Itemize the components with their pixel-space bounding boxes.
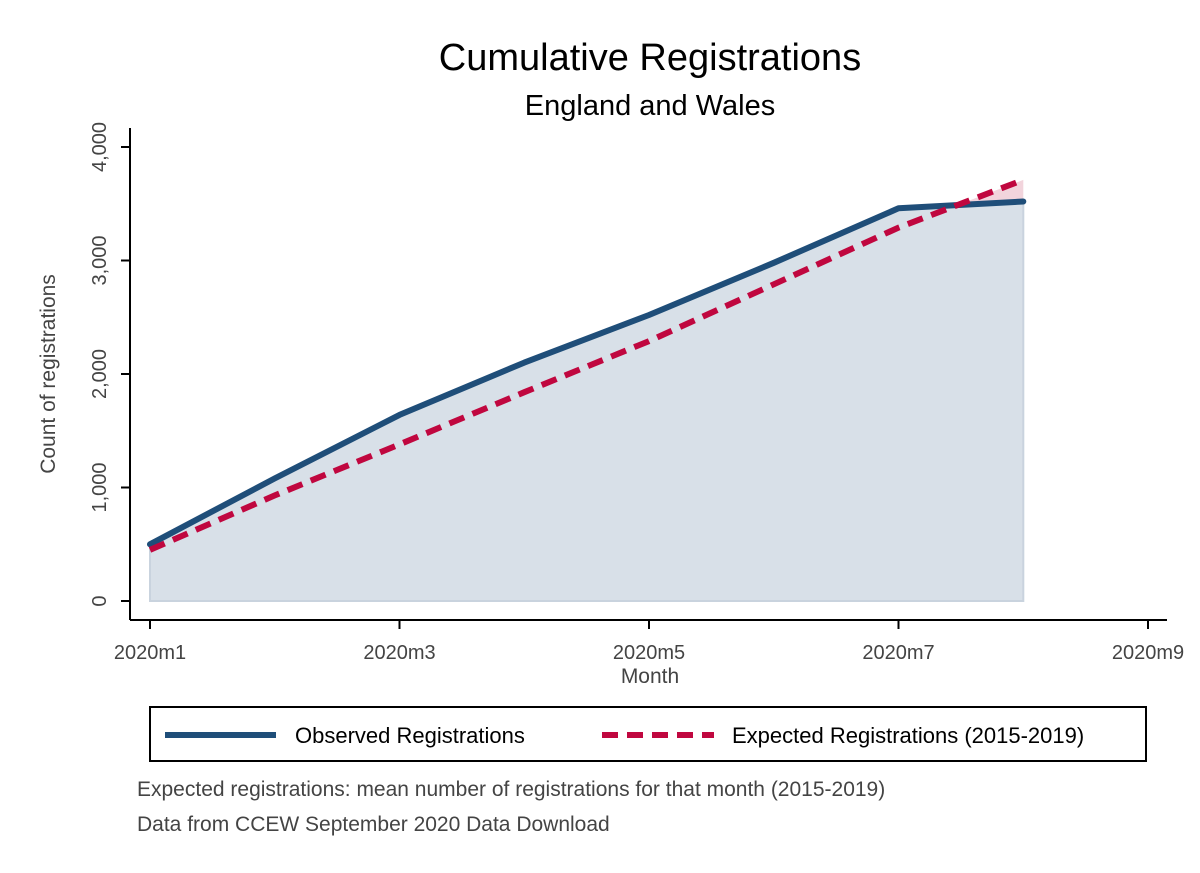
x-tick-label: 2020m7 [862, 642, 934, 664]
observed-area [149, 200, 1025, 602]
y-tick-label: 3,000 [89, 235, 111, 285]
x-tick-label: 2020m3 [363, 642, 435, 664]
chart-subtitle: England and Wales [525, 90, 775, 122]
plot-area: 0 1,000 2,000 3,000 4,000 2020m1 2020m3 2020m5 2… [89, 122, 1184, 664]
y-tick-label: 1,000 [89, 462, 111, 512]
y-axis-label: Count of registrations [37, 274, 60, 474]
note-expected-definition: Expected registrations: mean number of r… [137, 778, 885, 801]
x-tick-label: 2020m1 [114, 642, 186, 664]
legend-label-observed: Observed Registrations [295, 723, 525, 748]
x-tick-label: 2020m5 [613, 642, 685, 664]
expected-line [148, 177, 1025, 553]
legend: Observed Registrations Expected Registra… [149, 706, 1147, 762]
legend-label-expected: Expected Registrations (2015-2019) [732, 723, 1084, 748]
observed-line [147, 198, 1027, 548]
legend-box [149, 706, 1147, 762]
x-tick-label: 2020m9 [1112, 642, 1184, 664]
x-axis-label: Month [621, 665, 679, 688]
y-tick-label: 2,000 [89, 349, 111, 399]
y-tick-label: 0 [89, 595, 111, 606]
chart-title: Cumulative Registrations [439, 37, 861, 79]
y-tick-label: 4,000 [89, 122, 111, 172]
note-data-source: Data from CCEW September 2020 Data Downl… [137, 813, 610, 836]
